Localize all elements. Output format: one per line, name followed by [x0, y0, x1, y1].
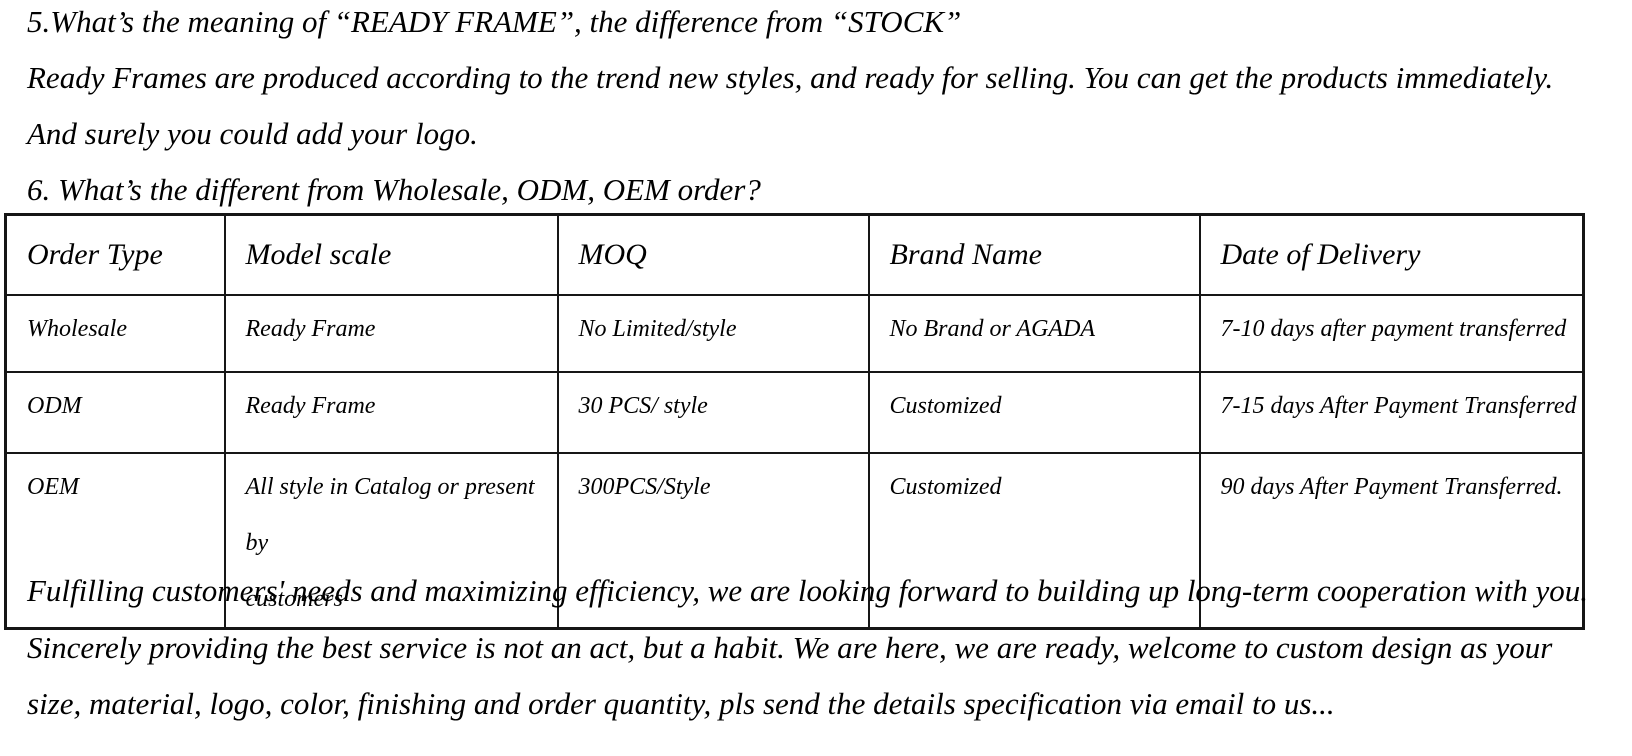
table-header-row: Order Type Model scale MOQ Brand Name Da…	[4, 213, 1585, 296]
question-5-line: 5.What’s the meaning of “READY FRAME”, t…	[27, 4, 962, 39]
cell-moq: No Limited/style	[556, 294, 870, 373]
cell-model-scale: All style in Catalog or present by custo…	[223, 452, 559, 630]
table-row-oem: OEM All style in Catalog or present by c…	[4, 452, 1585, 630]
cell-brand-name: No Brand or AGADA	[867, 294, 1201, 373]
header-date-of-delivery: Date of Delivery	[1198, 213, 1585, 296]
closing-line-2: Sincerely providing the best service is …	[27, 629, 1553, 665]
cell-moq: 300PCS/Style	[556, 452, 870, 630]
cell-order-type: OEM	[4, 452, 226, 630]
order-type-comparison-table: Order Type Model scale MOQ Brand Name Da…	[4, 213, 1585, 630]
cell-date-of-delivery: 7-10 days after payment transferred	[1198, 294, 1585, 373]
faq-text-block: 5.What’s the meaning of “READY FRAME”, t…	[27, 0, 1553, 218]
closing-text-block: Fulfilling customers' needs and maximizi…	[27, 563, 1588, 733]
answer-5-line-1: Ready Frames are produced according to t…	[27, 60, 1554, 95]
cell-date-of-delivery: 7-15 days After Payment Transferred	[1198, 371, 1585, 454]
header-model-scale: Model scale	[223, 213, 559, 296]
cell-model-scale: Ready Frame	[223, 294, 559, 373]
cell-model-scale: Ready Frame	[223, 371, 559, 454]
cell-date-of-delivery: 90 days After Payment Transferred.	[1198, 452, 1585, 630]
header-brand-name: Brand Name	[867, 213, 1201, 296]
answer-5-line-2: And surely you could add your logo.	[27, 116, 478, 151]
closing-line-1: Fulfilling customers' needs and maximizi…	[27, 573, 1589, 608]
header-order-type: Order Type	[4, 213, 226, 296]
cell-brand-name: Customized	[867, 452, 1201, 630]
cell-moq: 30 PCS/ style	[556, 371, 870, 454]
cell-order-type: ODM	[4, 371, 226, 454]
header-moq: MOQ	[556, 213, 870, 296]
closing-line-3: size, material, logo, color, finishing a…	[27, 686, 1335, 721]
table-row-odm: ODM Ready Frame 30 PCS/ style Customized…	[4, 371, 1585, 454]
cell-brand-name: Customized	[867, 371, 1201, 454]
table-row-wholesale: Wholesale Ready Frame No Limited/style N…	[4, 294, 1585, 373]
cell-order-type: Wholesale	[4, 294, 226, 373]
question-6-line: 6. What’s the different from Wholesale, …	[27, 172, 761, 207]
